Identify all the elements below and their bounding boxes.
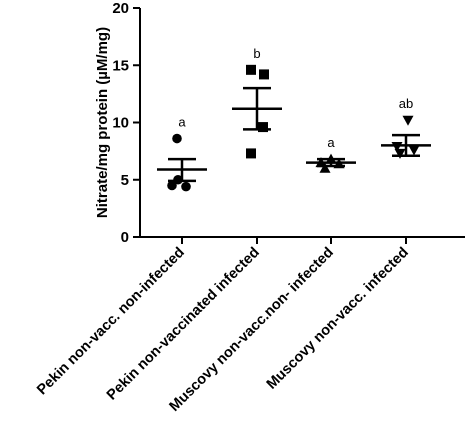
significance-label: ab [399,96,413,111]
group-2: b [232,46,282,159]
data-point-triangle-up [333,158,345,169]
group-3: a [306,135,356,173]
x-category-label: Pekin non-vaccinated infected [104,245,263,404]
group-1: a [157,115,207,192]
significance-label: a [327,135,335,150]
data-point-triangle-down [402,115,414,126]
data-point-circle [167,180,177,191]
data-point-triangle-down [394,148,406,159]
x-category-label: Pekin non-vacc. non-infected [34,245,188,399]
x-category-label: Muscovy non-vacc.non- infected [167,245,337,415]
data-point-triangle-down [391,142,403,153]
significance-label: a [178,115,186,130]
data-point-triangle-down [408,145,420,156]
data-point-triangle-up [325,153,337,164]
y-tick-label: 5 [121,172,129,189]
data-point-square [259,69,269,80]
data-point-square [258,122,268,133]
data-point-square [246,64,256,75]
y-tick-label: 15 [112,57,129,74]
x-category-label: Muscovy non-vacc. infected [264,245,412,393]
group-4: ab [381,96,431,159]
data-point-circle [173,174,183,185]
data-point-square [246,148,256,159]
significance-label: b [253,46,260,61]
data-point-triangle-up [315,157,327,168]
y-axis-ticks: 0 5 10 15 20 [112,0,140,246]
y-tick-label: 10 [112,115,129,132]
y-tick-label: 20 [112,0,129,17]
y-tick-label: 0 [121,229,129,246]
y-axis-title: Nitrate/mg protein (µM/mg) [94,27,111,218]
axes [139,8,465,238]
data-point-circle [181,181,191,192]
data-point-circle [172,133,182,144]
data-point-triangle-up [319,162,331,173]
